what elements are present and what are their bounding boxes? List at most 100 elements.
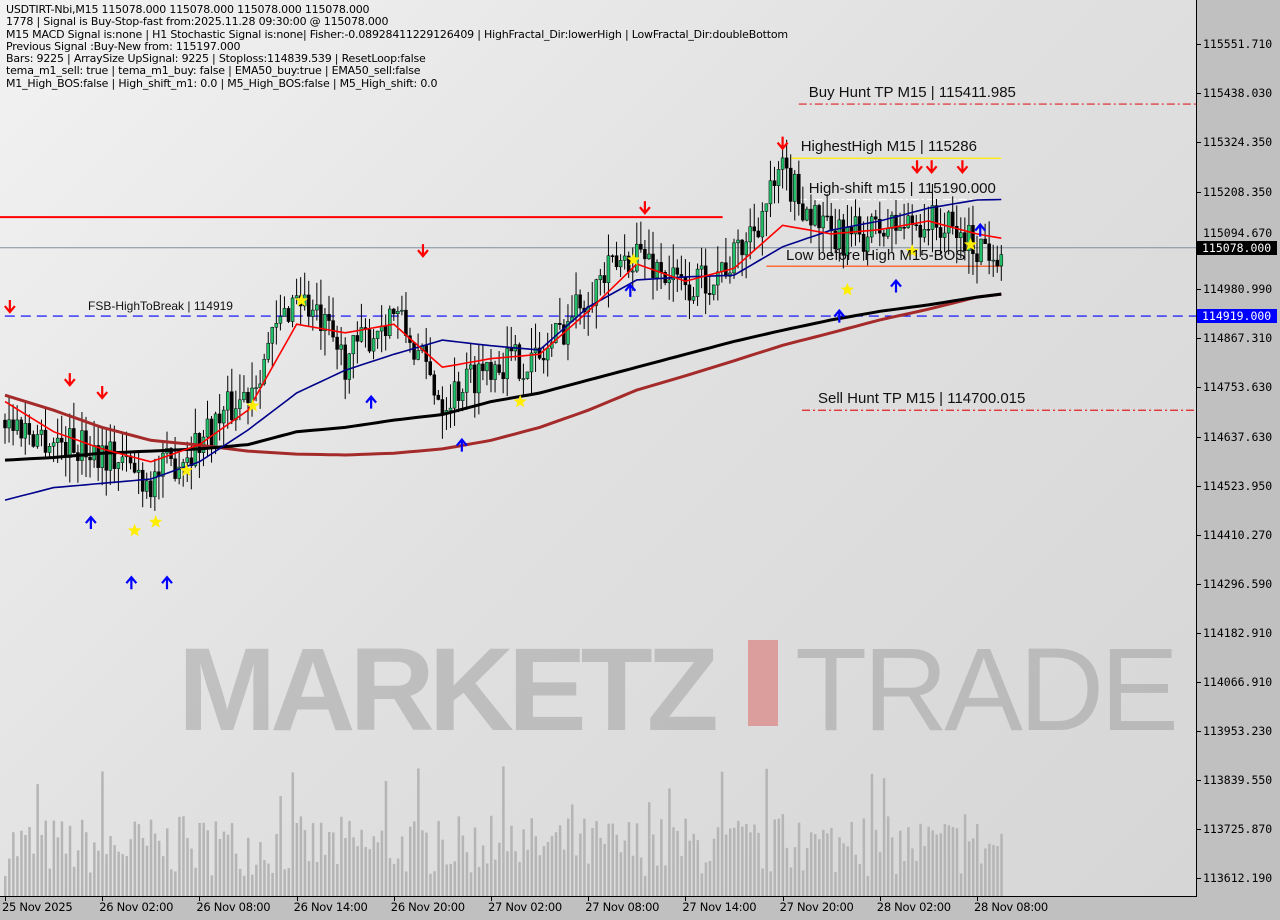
candle-body [331, 320, 335, 338]
candle-body [817, 205, 821, 229]
chart-plot-area[interactable]: MARKETZ TRADE USDTIRT-Nbi,M15 115078.000… [0, 0, 1197, 897]
volume-bar [113, 845, 116, 896]
star-signal-icon [149, 515, 163, 528]
candle-body [489, 362, 493, 380]
candle-body [999, 254, 1004, 267]
sell-arrow-icon [417, 244, 429, 258]
info-line: Bars: 9225 | ArraySize UpSignal: 9225 | … [6, 52, 426, 66]
y-tick [1197, 780, 1201, 782]
y-tick [1197, 141, 1201, 143]
volume-bar [554, 832, 558, 896]
y-tick-label: 114637.630 [1203, 430, 1273, 445]
volume-bar [643, 875, 647, 896]
volume-bar [388, 858, 392, 896]
y-tick-label: 113953.230 [1203, 724, 1273, 739]
volume-bar [356, 846, 359, 896]
candle-body [189, 457, 194, 467]
y-tick [1197, 485, 1201, 487]
volume-bar [716, 827, 720, 896]
volume-bar [445, 864, 448, 896]
candle-body [517, 344, 522, 379]
x-tick-label: 27 Nov 02:00 [488, 900, 562, 914]
level-label: High-shift m15 | 115190.000 [808, 179, 996, 197]
candle-body [274, 323, 279, 328]
volume-bar [166, 828, 169, 896]
volume-bar [97, 850, 100, 896]
y-tick-label: 115094.670 [1203, 225, 1273, 240]
volume-bar [809, 832, 813, 896]
volume-bar [850, 822, 853, 896]
price-axis[interactable]: 115551.710 115438.030 115324.350 115208.350… [1197, 0, 1280, 896]
ma-slow-black-line [4, 292, 1002, 462]
buy-arrow-icon [85, 515, 97, 530]
candle-body [618, 260, 623, 268]
candle-body [934, 205, 939, 228]
candle-body [343, 344, 347, 380]
volume-bar [728, 828, 732, 896]
volume-bar [32, 853, 35, 896]
watermark-left: MARKETZ [178, 624, 719, 756]
candle-body [809, 208, 813, 226]
candle-body [294, 295, 299, 299]
volume-bar [121, 854, 124, 896]
volume-bar [789, 867, 793, 896]
volume-bar [230, 823, 234, 896]
candle-body [886, 228, 890, 237]
volume-bar [465, 852, 469, 896]
volume-bar [688, 840, 691, 896]
watermark-right: TRADE [795, 624, 1179, 756]
candle-body [882, 232, 886, 237]
candle-body [31, 434, 36, 447]
buy-arrow-icon [890, 278, 902, 293]
candle-body [793, 173, 797, 202]
candle-body [282, 308, 287, 317]
candle-body [995, 259, 999, 267]
candle-body [748, 226, 752, 243]
volume-bar [737, 820, 740, 896]
volume-bar [595, 821, 598, 896]
candle-body [359, 327, 364, 342]
candle-body [100, 445, 104, 468]
y-tick-label: 114753.630 [1203, 380, 1273, 395]
candle-body [213, 413, 218, 447]
candle-body [594, 279, 599, 306]
candle-body [59, 437, 64, 443]
candle-body [975, 253, 979, 263]
candle-body [481, 363, 485, 372]
volume-bar [178, 816, 181, 896]
volume-bar [323, 854, 327, 896]
volume-bar [485, 863, 489, 896]
candle-body [545, 347, 550, 361]
y-tick-label: 115438.030 [1203, 85, 1273, 100]
candle-body [902, 227, 906, 229]
candle-body [266, 342, 270, 360]
candle-body [918, 224, 923, 238]
buy-arrow-icon [125, 575, 138, 590]
candle-body [392, 308, 396, 315]
volume-bar [692, 833, 695, 896]
candle-body [19, 419, 23, 439]
x-tick [102, 897, 104, 901]
info-line: M15 MACD Signal is:none | H1 Stochastic … [6, 27, 788, 41]
candle-body [712, 284, 716, 295]
volume-bar [858, 863, 862, 896]
time-axis[interactable]: 25 Nov 2025 26 Nov 02:00 26 Nov 08:00 26 No… [0, 897, 1196, 920]
volume-bar [980, 863, 983, 896]
volume-bar [899, 830, 902, 896]
candle-body [226, 391, 230, 411]
candle-body [833, 230, 837, 250]
volume-bar [834, 872, 837, 896]
volume-bar [785, 847, 789, 896]
candle-body [230, 391, 234, 421]
candle-body [756, 230, 761, 238]
volume-bar [579, 833, 582, 896]
volume-bar [927, 826, 930, 896]
volume-bar [635, 823, 639, 896]
candle-body [574, 294, 578, 318]
volume-bar [599, 837, 602, 896]
volume-bar [392, 863, 396, 896]
volume-bar [712, 838, 716, 896]
candle-body [477, 363, 481, 394]
candle-body [286, 308, 291, 322]
candle-body [788, 167, 793, 202]
